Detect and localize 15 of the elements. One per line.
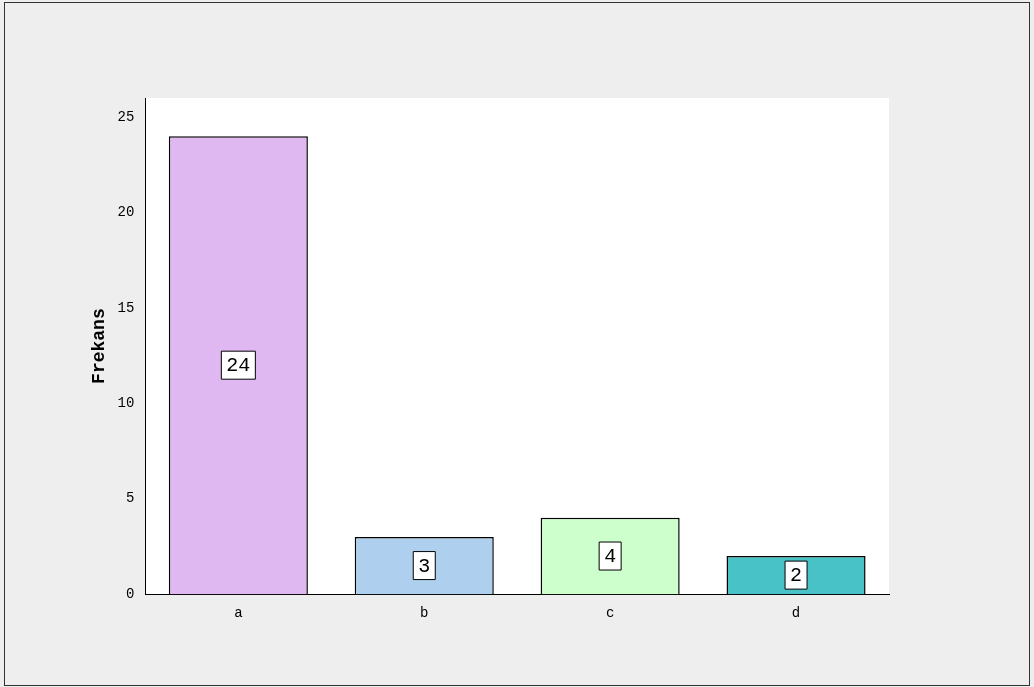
y-tick-label: 25 — [117, 108, 135, 125]
y-tick-label: 10 — [117, 395, 135, 412]
data-label: 3 — [418, 554, 431, 578]
data-label: 2 — [790, 564, 803, 588]
y-tick-label: 15 — [117, 299, 135, 316]
x-tick-label: b — [420, 605, 429, 622]
data-label: 4 — [604, 545, 617, 569]
x-tick-label: c — [605, 605, 615, 622]
x-tick-label: d — [791, 605, 801, 622]
y-tick-label: 5 — [126, 490, 135, 507]
x-tick-label: a — [234, 605, 243, 622]
data-label: 24 — [226, 354, 251, 378]
y-tick-label: 20 — [117, 204, 135, 221]
y-axis-title: Frekans — [89, 308, 110, 384]
y-tick-label: 0 — [126, 585, 135, 602]
